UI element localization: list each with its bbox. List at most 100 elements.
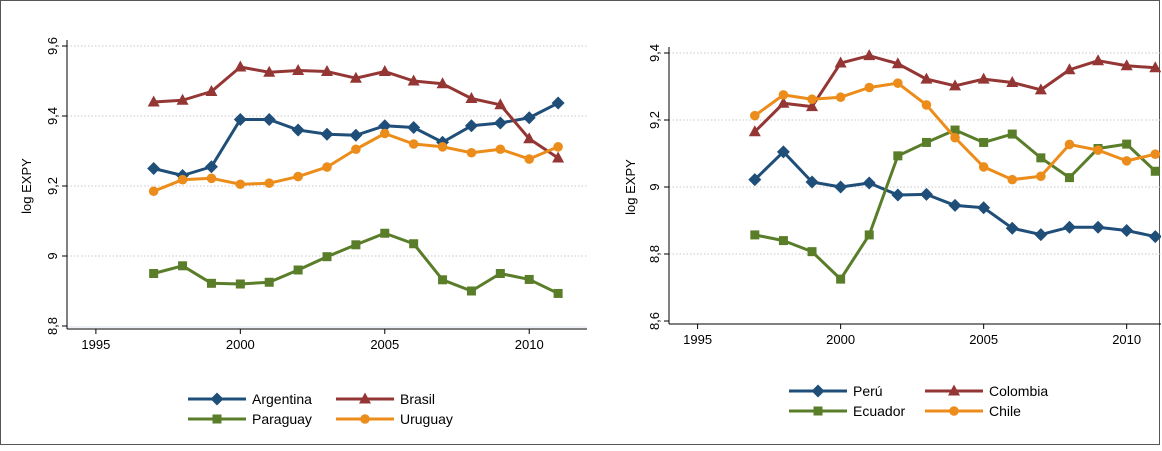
left-series-brasil-point [523, 132, 536, 144]
right-series-ecuador-point [1064, 173, 1074, 183]
left-x-tick-label: 1995 [81, 337, 110, 352]
left-series-uruguay-point [466, 147, 477, 158]
right-series-colombia-point [806, 100, 819, 112]
right-y-tick-label: 9 [647, 183, 662, 190]
left-series-brasil-point [407, 74, 420, 86]
left-series-uruguay-point [351, 144, 361, 155]
left-legend-swatch-marker [212, 414, 222, 424]
left-series-uruguay-point [206, 173, 217, 184]
right-series-ecuador-point [950, 125, 960, 135]
right-series-chile-point [1093, 145, 1103, 155]
left-series-brasil-point [465, 92, 478, 103]
right-series-ecuador [750, 125, 1160, 284]
right-series-chile-point [807, 94, 817, 105]
right-series-chile-point [950, 132, 960, 143]
right-x-tick-label: 2005 [969, 332, 998, 347]
left-series-paraguay-point [553, 288, 563, 298]
left-y-tick-label: 9,6 [45, 37, 60, 55]
right-y-tick-label: 8,8 [647, 245, 662, 263]
left-series-brasil-point [349, 71, 362, 83]
left-legend-label: Paraguay [252, 411, 312, 427]
right-series-chile-point [893, 78, 903, 88]
right-series-ecuador-point [979, 137, 989, 147]
right-y-tick-label: 8,6 [647, 312, 662, 330]
left-series-paraguay-point [264, 277, 274, 287]
left-series-argentina-point [147, 162, 161, 175]
right-legend-swatch-marker [813, 406, 823, 416]
right-legend-label: Chile [989, 403, 1021, 419]
right-series-colombia-point [1149, 61, 1162, 73]
right-legend-item-chile: Chile [925, 403, 1021, 419]
left-legend-label: Argentina [252, 391, 312, 407]
right-series-peru-point [948, 198, 962, 212]
right-series-peru-point [748, 173, 762, 187]
left-y-tick-label: 9,2 [45, 177, 60, 195]
left-series-uruguay-point [235, 179, 246, 190]
left-series-uruguay-point [524, 154, 535, 164]
left-y-tick-label: 8,8 [45, 317, 60, 335]
left-series-uruguay-point [148, 186, 159, 197]
right-series-chile-point [921, 100, 932, 110]
left-series-argentina-point [378, 119, 392, 133]
right-legend-label: Perú [853, 383, 883, 399]
left-y-tick-label: 9,4 [45, 107, 60, 125]
left-series-paraguay-point [235, 279, 245, 289]
right-legend-item-colombia: Colombia [925, 383, 1048, 399]
right-series-colombia [748, 49, 1162, 137]
right-series-colombia-point [977, 72, 990, 84]
left-series-paraguay [149, 228, 563, 298]
right-y-tick-label: 9,4 [647, 44, 662, 62]
left-x-tick-label: 2010 [515, 337, 544, 352]
left-series-brasil-point [147, 95, 160, 107]
left-series-uruguay-point [408, 139, 419, 149]
left-series-argentina [147, 96, 565, 182]
right-series-ecuador-point [893, 151, 903, 161]
right-series-chile-point [1036, 171, 1046, 182]
left-series-argentina-point [493, 116, 507, 130]
left-series-brasil-point [436, 77, 449, 89]
right-series-peru-point [1034, 228, 1048, 242]
left-series-argentina-point [233, 113, 247, 126]
left-series-brasil-point [552, 151, 565, 163]
right-series-colombia-point [834, 56, 847, 68]
right-series-peru [748, 145, 1162, 244]
left-series-brasil-point [263, 65, 276, 77]
right-series-chile-point [835, 92, 846, 103]
left-series-paraguay-point [495, 269, 505, 278]
right-series-peru-point [919, 187, 933, 201]
left-series-argentina-point [262, 113, 276, 126]
right-series-colombia-point [949, 79, 962, 91]
left-series-brasil-point [234, 60, 247, 72]
left-legend-swatch-marker [360, 414, 370, 424]
right-series-colombia-point [920, 72, 933, 84]
right-series-ecuador-point [1036, 153, 1046, 163]
left-series-uruguay-point [322, 162, 332, 172]
left-legend-swatch-marker [359, 392, 371, 404]
right-series-chile-point [864, 82, 875, 93]
right-y-tick-label: 9,2 [647, 111, 662, 129]
left-series-argentina-point [320, 127, 334, 141]
left-series-paraguay-point [206, 278, 216, 288]
left-series-group [147, 60, 565, 298]
right-x-tick-label: 2000 [826, 332, 855, 347]
right-series-ecuador-point [836, 274, 846, 284]
left-series-uruguay-point [379, 128, 390, 139]
left-series-uruguay-point [437, 142, 448, 152]
left-series-brasil-point [321, 65, 333, 77]
right-series-peru-point [834, 180, 848, 194]
right-y-axis-title: log EXPY [623, 159, 638, 215]
left-series-paraguay-point [293, 265, 303, 275]
right-x-tick-label: 1995 [683, 332, 712, 347]
left-series-paraguay-point [178, 261, 188, 271]
left-series-paraguay-point [438, 275, 448, 285]
right-series-chile-point [1007, 174, 1018, 185]
right-series-colombia-point [1006, 75, 1019, 87]
right-series-ecuador-point [750, 230, 760, 240]
left-series-uruguay-point [293, 171, 303, 182]
right-series-chile-point [1121, 156, 1132, 166]
left-series-brasil [147, 60, 565, 163]
left-legend-label: Brasil [400, 391, 435, 407]
right-series-ecuador-point [1122, 139, 1132, 149]
